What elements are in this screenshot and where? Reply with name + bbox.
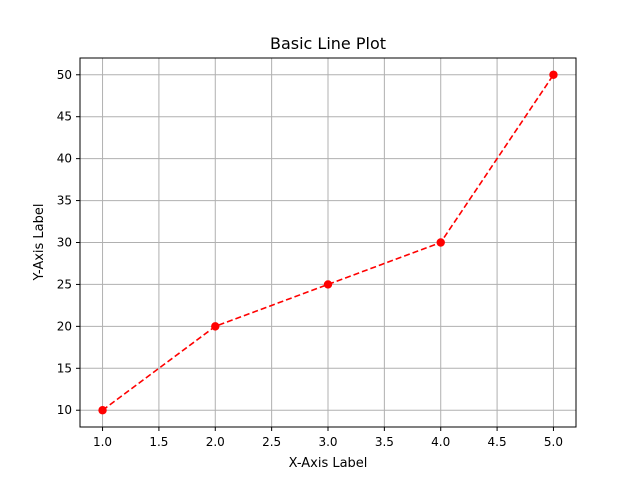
y-tick-label: 30 xyxy=(57,236,72,250)
data-point xyxy=(211,322,220,331)
data-point xyxy=(436,238,445,247)
data-point xyxy=(323,280,333,289)
x-tick-label: 1.0 xyxy=(93,435,112,449)
x-tick-label: 2.0 xyxy=(206,435,225,449)
data-series xyxy=(98,70,558,415)
plot-frame xyxy=(79,57,577,428)
y-tick-label: 45 xyxy=(57,110,72,124)
x-tick-label: 3.0 xyxy=(318,435,337,449)
axis-ticks: 1.0 1.5 2.0 2.5 3.0 3.5 4.0 4.5 5.0 10 15 20 25 30 35 4… xyxy=(57,68,563,449)
y-tick-label: 15 xyxy=(57,361,72,375)
x-tick-label: 1.5 xyxy=(149,435,168,449)
chart-title: Basic Line Plot xyxy=(270,34,386,53)
y-tick-label: 20 xyxy=(57,319,72,333)
y-tick-label: 10 xyxy=(57,403,72,417)
x-axis-label: X-Axis Label xyxy=(289,456,368,471)
y-tick-label: 35 xyxy=(57,194,72,208)
y-axis-label: Y-Axis Label xyxy=(32,204,47,282)
series-line xyxy=(102,74,555,411)
y-tick-label: 40 xyxy=(57,152,72,166)
x-tick-label: 5.0 xyxy=(544,435,563,449)
y-tick-label: 50 xyxy=(57,68,72,82)
y-tick-label: 25 xyxy=(57,277,72,291)
x-tick-label: 3.5 xyxy=(375,435,394,449)
x-tick-label: 4.0 xyxy=(431,435,450,449)
data-point xyxy=(549,70,558,79)
x-tick-label: 2.5 xyxy=(262,435,281,449)
data-point xyxy=(98,406,107,415)
x-tick-label: 4.5 xyxy=(488,435,507,449)
